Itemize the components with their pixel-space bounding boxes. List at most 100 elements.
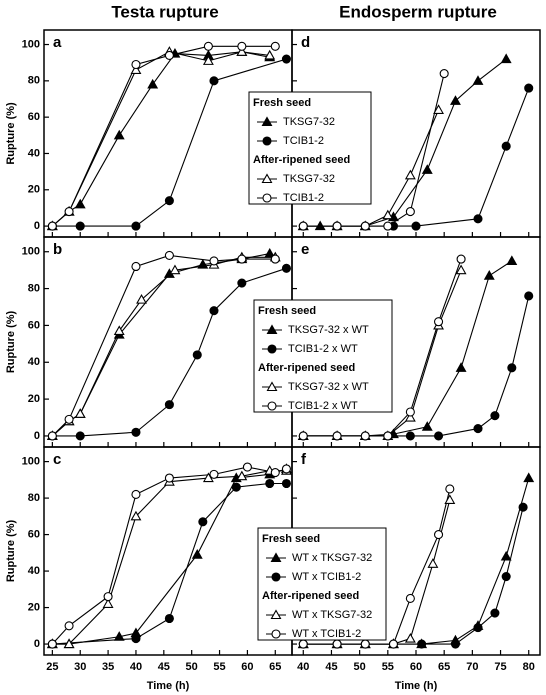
marker-circle [47, 431, 57, 441]
marker-circle [417, 639, 427, 649]
marker-circle [360, 639, 370, 649]
marker-triangle [236, 470, 248, 481]
y-tick-label: 40 [28, 147, 40, 159]
marker-circle [524, 83, 534, 93]
marker-triangle [506, 255, 518, 265]
marker-circle [332, 221, 342, 231]
x-tick-label: 60 [410, 661, 422, 673]
y-tick-label: 100 [22, 246, 40, 258]
marker-circle [281, 478, 291, 489]
marker-circle [388, 639, 399, 649]
legend-group-title: Fresh seed [258, 305, 316, 317]
marker-triangle [404, 411, 416, 422]
marker-circle [411, 221, 421, 231]
y-tick-label: 0 [34, 638, 40, 650]
marker-triangle [202, 55, 214, 65]
marker-circle [164, 50, 174, 60]
marker-triangle [197, 259, 209, 269]
column-title: Testa rupture [111, 2, 218, 21]
marker-circle [237, 254, 247, 264]
marker-circle [270, 254, 280, 264]
marker-circle [405, 593, 415, 603]
legend-label: TKSG7-32 x WT [288, 324, 369, 336]
marker-circle [281, 464, 291, 474]
marker-triangle [130, 64, 142, 74]
panel-label: f [301, 451, 307, 468]
y-tick-label: 80 [28, 492, 40, 504]
legend-label: TCIB1-2 [283, 135, 324, 147]
marker-triangle [444, 494, 456, 504]
panel-label: c [53, 451, 61, 468]
x-tick-label: 45 [325, 661, 337, 673]
x-axis-label: Time (h) [395, 680, 438, 692]
marker-triangle [266, 381, 278, 392]
marker-triangle [523, 472, 535, 483]
marker-triangle [404, 632, 416, 643]
marker-circle [405, 207, 415, 217]
marker-circle [501, 141, 511, 151]
marker-triangle [421, 421, 433, 431]
legend-label: WT x TKSG7-32 [292, 609, 372, 621]
legend-group-title: After-ripened seed [262, 590, 359, 602]
marker-triangle [264, 247, 276, 258]
y-axis-label: Rupture (%) [5, 102, 17, 165]
marker-triangle [202, 472, 214, 483]
x-tick-label: 70 [466, 661, 478, 673]
legend-label: WT x TKSG7-32 [292, 552, 372, 564]
legend-label: WT x TCIB1-2 [292, 628, 361, 640]
panel-label: d [301, 34, 310, 51]
legend-group-title: Fresh seed [262, 533, 320, 545]
x-tick-label: 35 [102, 661, 114, 673]
x-axis-label: Time (h) [147, 680, 190, 692]
legend-box [253, 299, 393, 413]
marker-circle [524, 291, 534, 301]
marker-circle [164, 400, 174, 410]
marker-circle [231, 482, 241, 492]
marker-circle [473, 214, 483, 224]
marker-triangle [427, 558, 439, 568]
marker-triangle [113, 325, 125, 335]
y-tick-label: 60 [28, 319, 40, 331]
series-line [51, 51, 270, 227]
marker-circle [131, 427, 141, 437]
marker-triangle [266, 324, 278, 335]
marker-circle [490, 411, 500, 421]
y-tick-label: 40 [28, 356, 40, 368]
marker-circle [473, 623, 483, 633]
marker-circle [131, 634, 141, 644]
y-tick-label: 80 [28, 282, 40, 294]
marker-triangle [113, 129, 125, 140]
marker-triangle [500, 550, 512, 561]
marker-circle [164, 473, 174, 483]
x-tick-label: 60 [241, 661, 253, 673]
marker-circle [237, 278, 247, 288]
marker-circle [456, 254, 466, 264]
x-tick-label: 65 [438, 661, 450, 673]
marker-triangle [404, 169, 416, 180]
marker-triangle [74, 198, 86, 209]
marker-triangle [113, 631, 125, 641]
panel-label: a [53, 34, 62, 51]
marker-circle [209, 306, 219, 316]
marker-triangle [270, 609, 282, 620]
x-tick-label: 50 [354, 661, 366, 673]
marker-circle [433, 317, 444, 327]
legend-label: TKSG7-32 [283, 173, 335, 185]
series-line [51, 45, 276, 227]
marker-circle [237, 41, 247, 51]
marker-triangle [147, 78, 159, 89]
marker-circle [281, 54, 291, 64]
marker-circle [270, 467, 280, 478]
marker-circle [164, 196, 174, 206]
marker-circle [271, 572, 281, 582]
marker-circle [242, 462, 252, 472]
marker-circle [209, 469, 219, 479]
y-tick-label: 20 [28, 184, 40, 196]
legend-label: TCIB1-2 x WT [288, 400, 358, 412]
legend-label: TCIB1-2 [283, 192, 324, 204]
marker-circle [203, 41, 213, 51]
marker-triangle [421, 164, 433, 174]
marker-triangle [74, 408, 86, 418]
marker-triangle [130, 510, 142, 521]
marker-circle [383, 221, 393, 231]
